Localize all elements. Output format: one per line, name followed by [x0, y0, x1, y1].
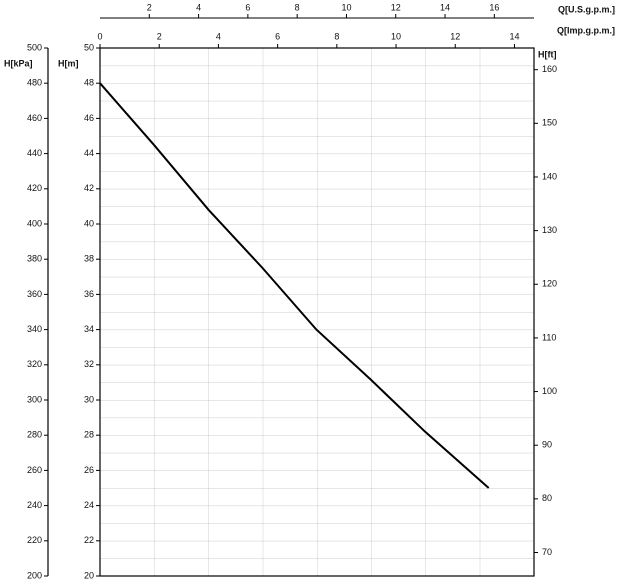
right-axis-label: H[ft]	[538, 49, 557, 59]
y-tick-label: 48	[84, 78, 94, 88]
top-tick-label: 8	[295, 2, 300, 12]
x-tick-label: 8	[334, 31, 339, 41]
left-tick-label: 480	[27, 78, 42, 88]
x-tick-label: 12	[450, 31, 460, 41]
x-tick-label: 14	[509, 31, 519, 41]
left-axis-label: H[kPa]	[4, 58, 33, 68]
right-tick-label: 100	[542, 386, 557, 396]
right-tick-label: 160	[542, 64, 557, 74]
left-tick-label: 420	[27, 183, 42, 193]
right-tick-label: 70	[542, 547, 552, 557]
x-tick-label: 2	[157, 31, 162, 41]
left-tick-label: 200	[27, 570, 42, 580]
x-tick-label: 0	[97, 31, 102, 41]
right-tick-label: 130	[542, 225, 557, 235]
left-tick-label: 400	[27, 218, 42, 228]
curve	[99, 82, 490, 489]
y-tick-label: 24	[84, 500, 94, 510]
top-tick-label: 4	[196, 2, 201, 12]
y-tick-label: 30	[84, 394, 94, 404]
left-tick-label: 220	[27, 535, 42, 545]
left-tick-label: 340	[27, 324, 42, 334]
y-tick-label: 32	[84, 359, 94, 369]
y-tick-label: 36	[84, 289, 94, 299]
left-tick-label: 320	[27, 359, 42, 369]
y-axis-label: H[m]	[58, 58, 79, 68]
left-tick-label: 280	[27, 430, 42, 440]
plot-frame	[99, 47, 535, 577]
x-tick-label: 6	[275, 31, 280, 41]
right-tick-label: 80	[542, 493, 552, 503]
right-tick-label: 90	[542, 440, 552, 450]
top-axis-label: Q[U.S.g.p.m.]	[558, 4, 615, 14]
y-tick-label: 34	[84, 324, 94, 334]
y-tick-label: 20	[84, 570, 94, 580]
x-axis-label: Q[Imp.g.p.m.]	[557, 25, 615, 35]
top-tick-label: 6	[245, 2, 250, 12]
y-tick-label: 46	[84, 113, 94, 123]
right-tick-label: 110	[542, 332, 556, 342]
top-tick-label: 12	[391, 2, 401, 12]
y-tick-label: 26	[84, 465, 94, 475]
y-tick-label: 40	[84, 218, 94, 228]
left-tick-label: 300	[27, 394, 42, 404]
y-tick-label: 44	[84, 148, 94, 158]
top-tick-label: 14	[440, 2, 450, 12]
grid	[100, 48, 534, 576]
y-tick-label: 50	[84, 42, 94, 52]
right-tick-label: 140	[542, 171, 557, 181]
top-tick-label: 16	[489, 2, 499, 12]
left-tick-label: 460	[27, 113, 42, 123]
left-tick-label: 240	[27, 500, 42, 510]
left-tick-label: 500	[27, 42, 42, 52]
right-tick-label: 150	[542, 118, 557, 128]
x-tick-label: 4	[216, 31, 221, 41]
y-tick-label: 28	[84, 430, 94, 440]
left-tick-label: 440	[27, 148, 42, 158]
y-tick-label: 22	[84, 535, 94, 545]
top-tick-label: 2	[147, 2, 152, 12]
y-tick-label: 42	[84, 183, 94, 193]
x-tick-label: 10	[391, 31, 401, 41]
right-tick-label: 120	[542, 279, 557, 289]
top-tick-label: 10	[341, 2, 351, 12]
y-tick-label: 38	[84, 254, 94, 264]
left-tick-label: 360	[27, 289, 42, 299]
left-tick-label: 260	[27, 465, 42, 475]
left-tick-label: 380	[27, 254, 42, 264]
